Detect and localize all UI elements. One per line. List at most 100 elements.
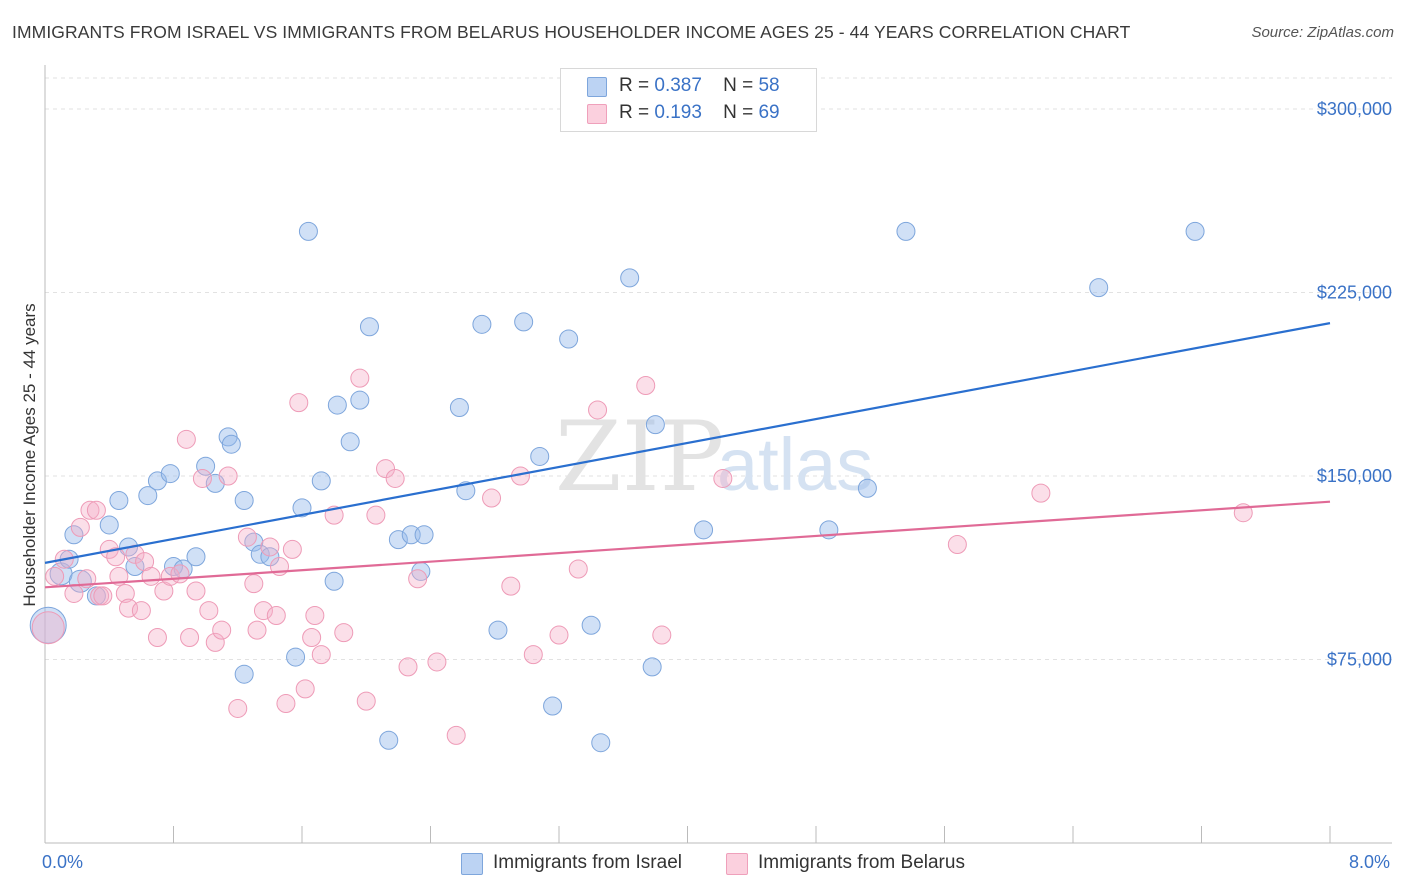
point-israel-50 bbox=[642, 657, 662, 677]
point-belarus-26 bbox=[192, 468, 212, 488]
y-axis-label: Householder Income Ages 25 - 44 years bbox=[20, 303, 39, 607]
point-belarus-43 bbox=[302, 627, 322, 647]
point-israel-29 bbox=[324, 571, 344, 591]
legend-n-israel: 58 bbox=[758, 75, 780, 96]
point-belarus-9 bbox=[93, 586, 113, 606]
point-israel-4 bbox=[68, 569, 92, 593]
point-belarus-52 bbox=[385, 468, 405, 488]
point-belarus-23 bbox=[176, 429, 196, 449]
point-israel-42 bbox=[488, 620, 508, 640]
point-belarus-19 bbox=[147, 627, 167, 647]
axes bbox=[44, 65, 1392, 844]
chart-title: IMMIGRANTS FROM ISRAEL VS IMMIGRANTS FRO… bbox=[12, 22, 1131, 42]
legend-r-label: R = bbox=[619, 102, 650, 123]
point-belarus-56 bbox=[446, 725, 466, 745]
point-israel-48 bbox=[591, 733, 611, 753]
point-belarus-61 bbox=[549, 625, 569, 645]
watermark: ZIP atlas bbox=[555, 401, 873, 513]
point-belarus-49 bbox=[356, 691, 376, 711]
point-belarus-54 bbox=[408, 569, 428, 589]
point-belarus-3 bbox=[64, 583, 84, 603]
point-israel-7 bbox=[109, 490, 129, 510]
point-israel-51 bbox=[645, 415, 665, 435]
x-tick-label-max: 8.0% bbox=[1349, 852, 1391, 872]
point-belarus-62 bbox=[568, 559, 588, 579]
point-israel-28 bbox=[311, 471, 331, 491]
point-belarus-68 bbox=[1031, 483, 1051, 503]
point-belarus-25 bbox=[186, 581, 206, 601]
legend-n-label: N = bbox=[723, 102, 754, 123]
watermark-atlas: atlas bbox=[717, 423, 873, 506]
point-belarus-50 bbox=[366, 505, 386, 525]
point-israel-33 bbox=[359, 317, 379, 337]
point-belarus-37 bbox=[266, 605, 286, 625]
trend-lines bbox=[44, 322, 1331, 589]
point-israel-34 bbox=[379, 730, 399, 750]
series-israel-points bbox=[29, 221, 1205, 753]
legend-r-belarus: 0.193 bbox=[654, 102, 702, 123]
point-belarus-30 bbox=[218, 466, 238, 486]
y-tick-labels: $75,000 $150,000 $225,000 $300,000 bbox=[1317, 99, 1392, 669]
point-belarus-31 bbox=[228, 698, 248, 718]
legend-n-label: N = bbox=[723, 75, 754, 96]
point-israel-49 bbox=[620, 268, 640, 288]
x-tick-label-min: 0.0% bbox=[42, 852, 84, 872]
point-israel-57 bbox=[1185, 221, 1205, 241]
point-israel-55 bbox=[896, 221, 916, 241]
point-belarus-44 bbox=[305, 605, 325, 625]
watermark-zip: ZIP bbox=[555, 401, 724, 513]
point-belarus-40 bbox=[282, 539, 302, 559]
legend-r-israel: 0.387 bbox=[654, 75, 702, 96]
point-belarus-55 bbox=[427, 652, 447, 672]
point-israel-44 bbox=[530, 446, 550, 466]
point-belarus-24 bbox=[180, 627, 200, 647]
point-belarus-12 bbox=[109, 566, 129, 586]
point-israel-16 bbox=[196, 456, 216, 476]
source-label: Source: ZipAtlas.com bbox=[1251, 24, 1394, 41]
point-israel-56 bbox=[1089, 278, 1109, 298]
point-israel-15 bbox=[186, 547, 206, 567]
bottom-legend-swatch-belarus bbox=[726, 853, 748, 875]
legend-n-belarus: 69 bbox=[758, 102, 780, 123]
legend-swatch-belarus bbox=[587, 104, 607, 124]
legend: R = 0.387 N = 58 R = 0.193 N = 69 bbox=[560, 68, 817, 132]
point-israel-43 bbox=[514, 312, 534, 332]
legend-swatch-israel bbox=[587, 77, 607, 97]
point-belarus-13 bbox=[115, 583, 135, 603]
point-belarus-22 bbox=[170, 564, 190, 584]
bottom-legend-swatch-israel bbox=[461, 853, 483, 875]
point-israel-10 bbox=[138, 486, 158, 506]
point-israel-41 bbox=[472, 314, 492, 334]
point-belarus-32 bbox=[237, 527, 257, 547]
point-belarus-64 bbox=[636, 375, 656, 395]
point-belarus-63 bbox=[588, 400, 608, 420]
point-israel-38 bbox=[414, 525, 434, 545]
point-israel-54 bbox=[857, 478, 877, 498]
point-belarus-0 bbox=[31, 611, 65, 645]
point-belarus-28 bbox=[205, 632, 225, 652]
point-israel-27 bbox=[298, 221, 318, 241]
point-belarus-53 bbox=[398, 657, 418, 677]
legend-r-label: R = bbox=[619, 75, 650, 96]
point-israel-35 bbox=[388, 530, 408, 550]
y-tick-label-1: $150,000 bbox=[1317, 466, 1392, 486]
point-belarus-51 bbox=[376, 459, 396, 479]
point-belarus-33 bbox=[244, 574, 264, 594]
point-belarus-27 bbox=[199, 601, 219, 621]
point-israel-47 bbox=[581, 615, 601, 635]
point-israel-31 bbox=[340, 432, 360, 452]
point-belarus-6 bbox=[80, 500, 100, 520]
point-israel-23 bbox=[260, 547, 280, 567]
point-israel-19 bbox=[221, 434, 241, 454]
point-belarus-11 bbox=[106, 547, 126, 567]
point-belarus-67 bbox=[947, 535, 967, 555]
point-israel-39 bbox=[449, 398, 469, 418]
point-belarus-60 bbox=[523, 645, 543, 665]
point-belarus-4 bbox=[70, 517, 90, 537]
gridlines bbox=[45, 77, 1392, 661]
point-israel-25 bbox=[286, 647, 306, 667]
trend-line-belarus bbox=[44, 500, 1331, 589]
point-belarus-18 bbox=[141, 566, 161, 586]
series-belarus-points bbox=[31, 368, 1253, 745]
